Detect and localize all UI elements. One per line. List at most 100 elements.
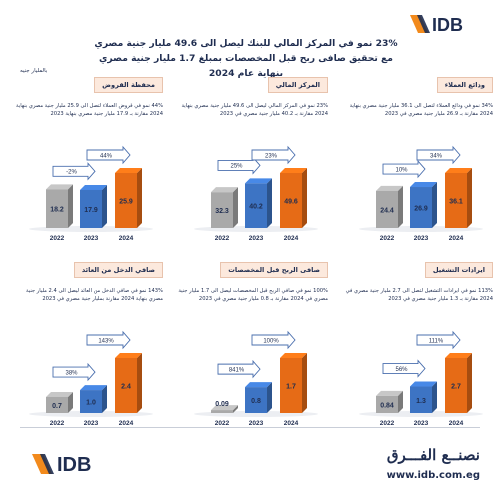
bar-top [376,185,403,191]
panel-description: 113% نمو في ايرادات التشغيل لتصل الى 2.7… [345,288,493,302]
website-link[interactable]: www.idb.com.eg [386,470,480,481]
bar-2022 [376,190,398,228]
bar-top [115,168,142,173]
x-tick-label: 2022 [215,235,230,242]
bar-side [233,187,238,228]
data-label: 49.6 [284,199,298,206]
bar-2024 [115,358,137,413]
bar-2023 [245,183,267,228]
slogan: نصنــع الفـــرق [386,446,480,464]
x-tick-label: 2023 [84,420,99,427]
idb-logo: IDB [410,15,463,35]
headline: 23% نمو في المركز المالي للبنك ليصل الى … [94,38,398,79]
x-tick-label: 2022 [380,420,395,427]
bar-2022 [211,410,233,413]
bar-top [445,168,472,173]
growth-arrow [382,159,426,179]
bar-side [398,390,403,413]
growth-arrow [86,330,131,350]
bar-2023 [80,189,102,228]
panel-operating-revenue: ايرادات التشغيل 113% نمو في ايرادات التش… [343,262,493,427]
bar-top [376,390,403,396]
panel-loan-portfolio: محفظة القروض 44% نمو في قروض العملاء لتص… [13,77,163,242]
data-label: 32.3 [215,208,229,215]
bar-side [233,405,238,413]
panel-title: صافى الربح قبل المخصصات [220,262,328,278]
x-tick-label: 2024 [449,235,464,242]
bar-2024 [445,358,467,413]
growth-arrow [416,145,461,165]
bar-top [46,184,73,190]
data-label: 0.7 [52,403,62,410]
x-tick-label: 2022 [215,420,230,427]
bar-chart: 0.84 2022 1.3 2023 2.7 2024 56% 111% [359,330,483,427]
growth-label: 34% [430,153,443,159]
data-label: 0.84 [380,402,394,409]
data-label: 1.0 [86,400,96,407]
data-label: 24.4 [380,207,394,214]
panel-title: صافي الدخل من العائد [73,262,163,278]
data-label: 0.09 [215,401,229,408]
bar-2022 [46,396,68,413]
bar-chart: 0.09 2022 0.8 2023 1.7 2024 841% 100% [194,330,318,427]
panel-description: 23% نمو في المركز المالي ليصل الى 49.6 م… [181,103,328,117]
growth-label: 44% [100,153,113,159]
panel-title: محفظة القروض [94,77,163,93]
bar-side [68,391,73,413]
bar-side [398,185,403,228]
data-label: 2.7 [451,384,461,391]
bar-top [80,184,107,190]
growth-label: 143% [98,338,114,344]
bar-top [280,168,307,173]
panel-description: 100% نمو في صافي الربح قبل المخصصات ليصل… [178,288,328,302]
bar-top [245,178,272,184]
bar-top [410,182,437,188]
bar-2024 [115,173,137,228]
x-tick-label: 2024 [449,420,464,427]
x-tick-label: 2022 [380,235,395,242]
growth-label: 111% [429,338,444,344]
bar-side [102,385,107,413]
x-tick-label: 2024 [119,420,134,427]
bar-side [137,353,142,413]
growth-label: 25% [230,164,243,170]
idb-logo-footer: IDB [32,454,91,476]
bar-top [245,382,272,388]
bar-2024 [280,173,302,228]
bar-chart: 18.2 2022 17.9 2023 25.9 2024 -2% 44% [29,145,153,242]
panel-net-profit-before-provisions: صافى الربح قبل المخصصات 100% نمو في صافي… [178,262,328,427]
bar-2024 [280,358,302,413]
x-tick-label: 2023 [414,420,429,427]
bar-side [467,168,472,228]
x-tick-label: 2023 [249,420,264,427]
x-tick-label: 2024 [284,420,299,427]
bar-top [280,353,307,358]
bar-2022 [211,192,233,228]
x-tick-label: 2023 [414,235,429,242]
data-label: 17.9 [84,207,98,214]
bar-2023 [410,187,432,228]
bar-top [211,187,238,193]
x-tick-label: 2023 [84,235,99,242]
brand-name: IDB [57,454,91,476]
panel-title: ايرادات التشغيل [424,262,493,278]
data-label: 26.9 [414,206,428,213]
growth-label: 23% [265,153,278,159]
panel-title: ودائع العملاء [436,77,493,93]
growth-arrow [52,162,96,181]
bar-2023 [80,390,102,413]
bar-side [267,178,272,228]
bar-side [267,382,272,413]
growth-label: -2% [66,170,77,176]
data-label: 0.8 [251,398,261,405]
x-tick-label: 2022 [50,235,65,242]
panel-description: 34% نمو في ودائع العملاء لتصل الى 36.1 م… [349,103,493,117]
data-label: 1.3 [416,398,426,405]
x-tick-label: 2023 [249,235,264,242]
panel-title: المركز المالي [267,77,328,93]
bar-side [137,168,142,228]
data-label: 2.4 [121,384,131,391]
bar-top [211,405,238,411]
bar-chart: 0.7 2022 1.0 2023 2.4 2024 38% 143% [29,330,153,427]
growth-arrow [52,362,96,382]
